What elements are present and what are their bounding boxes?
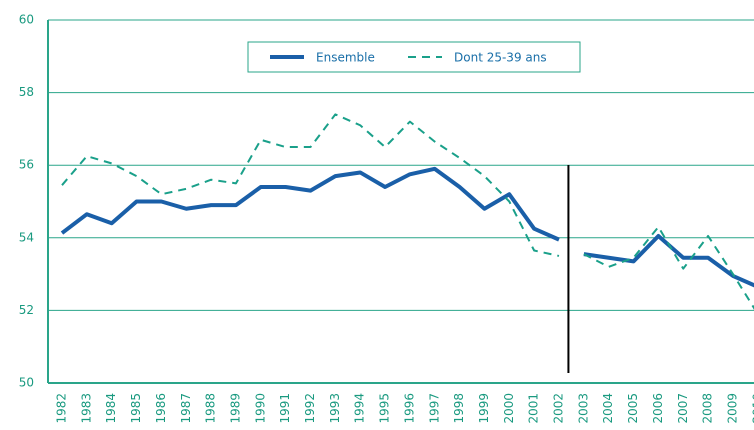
- x-tick-label: 1992: [303, 393, 317, 424]
- x-tick-label: 1985: [129, 393, 143, 424]
- x-tick-label: 1994: [353, 393, 367, 424]
- x-tick-label: 2007: [676, 393, 690, 424]
- x-tick-label: 1984: [104, 393, 118, 424]
- legend-label: Ensemble: [316, 51, 375, 65]
- x-tick-label: 2003: [576, 393, 590, 424]
- x-tick-label: 1999: [477, 393, 491, 424]
- x-tick-label: 1983: [79, 393, 93, 424]
- x-tick-label: 2002: [552, 393, 566, 424]
- x-tick-label: 2000: [502, 393, 516, 424]
- y-tick-label: 56: [19, 158, 34, 172]
- series-line: [61, 113, 560, 257]
- x-tick-label: 2006: [651, 393, 665, 424]
- x-tick-label: 1986: [154, 393, 168, 424]
- y-tick-label: 54: [19, 230, 34, 244]
- x-tick-label: 1993: [328, 393, 342, 424]
- x-tick-label: 1991: [278, 393, 292, 424]
- x-tick-label: 2004: [601, 393, 615, 424]
- x-tick-label: 2009: [725, 393, 739, 424]
- x-tick-label: 1988: [204, 393, 218, 424]
- y-tick-label: 52: [19, 303, 34, 317]
- y-tick-label: 58: [19, 85, 34, 99]
- legend-label: Dont 25-39 ans: [454, 51, 547, 65]
- series-line: [60, 166, 560, 242]
- x-tick-label: 2005: [626, 393, 640, 424]
- x-tick-label: 1990: [253, 393, 267, 424]
- legend: Ensemble Dont 25-39 ans: [247, 41, 581, 73]
- x-tick-label: 1998: [452, 393, 466, 424]
- x-tick-label: 1995: [378, 393, 392, 424]
- y-tick-label: 60: [19, 13, 34, 27]
- series-line: [583, 225, 754, 310]
- x-tick-label: 2008: [701, 393, 715, 424]
- x-tick-label: 2010: [750, 393, 754, 424]
- x-tick-label: 1996: [402, 393, 416, 424]
- x-tick-label: 1987: [179, 393, 193, 424]
- x-tick-label: 1982: [55, 393, 69, 424]
- y-tick-label: 50: [19, 376, 34, 390]
- x-tick-label: 2001: [527, 393, 541, 424]
- x-tick-label: 1989: [228, 393, 242, 424]
- x-tick-label: 1997: [427, 393, 441, 424]
